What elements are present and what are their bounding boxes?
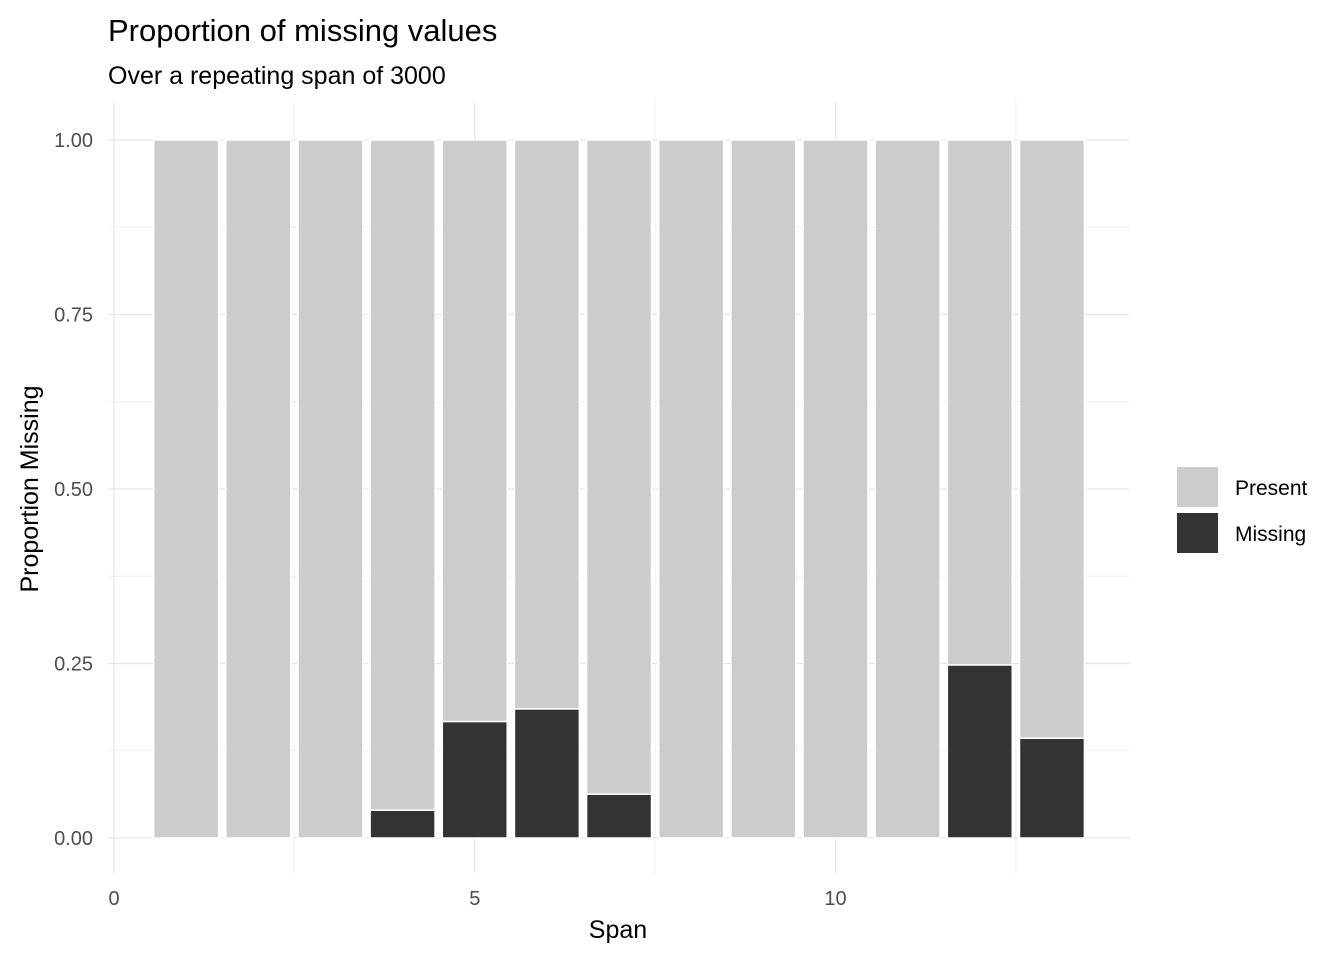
legend-label-missing: Missing <box>1235 523 1306 546</box>
bar-present <box>152 139 220 839</box>
y-axis-title: Proportion Missing <box>16 385 44 592</box>
bar-missing <box>441 720 508 839</box>
x-tick-label: 10 <box>824 888 846 910</box>
y-tick-label: 0.25 <box>54 654 93 676</box>
y-tick-label: 0.00 <box>54 828 93 850</box>
x-tick-label: 0 <box>108 888 119 910</box>
bar-missing <box>369 809 436 839</box>
bar-missing <box>585 793 653 839</box>
bar-present <box>585 139 653 795</box>
x-axis-title: Span <box>589 916 647 944</box>
x-axis-ticks: 0 5 10 <box>108 888 846 910</box>
bar-present <box>874 139 941 839</box>
y-tick-label: 1.00 <box>54 130 93 152</box>
bar-present <box>657 139 725 839</box>
bar-present <box>730 139 797 839</box>
bar-present <box>225 139 292 839</box>
bar-present <box>1018 139 1086 739</box>
bar-missing <box>946 664 1014 839</box>
legend-key-present <box>1177 467 1218 507</box>
bars <box>152 139 1086 839</box>
y-tick-label: 0.75 <box>54 305 93 327</box>
x-tick-label: 5 <box>469 888 480 910</box>
bar-present <box>441 139 508 723</box>
bar-present <box>946 139 1014 666</box>
bar-present <box>802 139 869 839</box>
bar-present <box>297 139 364 839</box>
chart-subtitle: Over a repeating span of 3000 <box>108 62 446 90</box>
legend-label-present: Present <box>1235 477 1308 500</box>
bar-missing <box>1018 737 1086 839</box>
bar-present <box>513 139 581 710</box>
y-axis-ticks: 0.00 0.25 0.50 0.75 1.00 <box>54 130 93 850</box>
bar-present <box>369 139 436 811</box>
chart-title: Proportion of missing values <box>108 13 497 48</box>
y-tick-label: 0.50 <box>54 479 93 501</box>
bar-missing <box>513 708 581 839</box>
legend-key-missing <box>1177 513 1218 553</box>
legend: Present Missing <box>1177 467 1308 553</box>
